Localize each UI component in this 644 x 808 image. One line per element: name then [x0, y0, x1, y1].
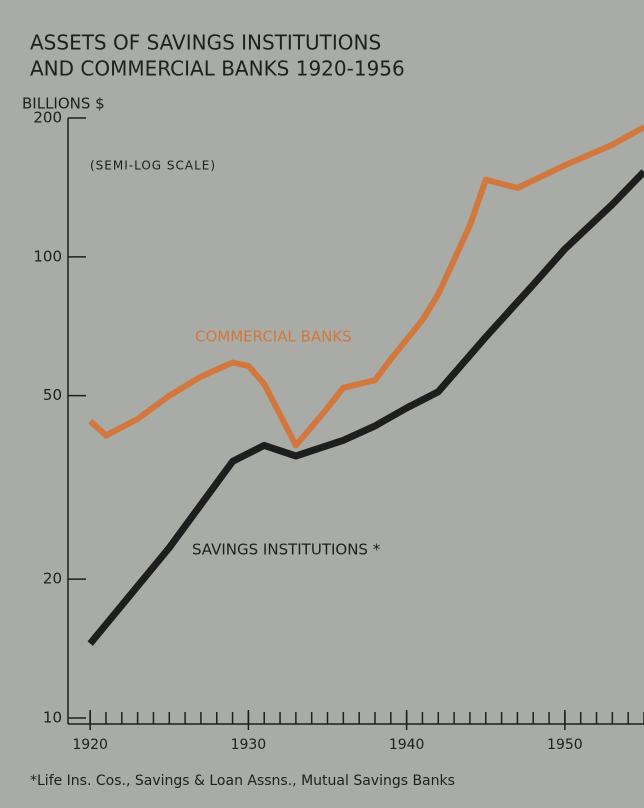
y-tick-label: 200 — [33, 109, 62, 127]
x-tick-label: 1940 — [389, 737, 425, 753]
y-tick-label: 20 — [43, 570, 62, 588]
x-tick-label: 1930 — [231, 737, 267, 753]
series-label: SAVINGS INSTITUTIONS * — [192, 541, 381, 559]
annotation: (SEMI-LOG SCALE) — [90, 159, 216, 173]
y-axis-label: BILLIONS $ — [22, 95, 105, 113]
series-label: COMMERCIAL BANKS — [195, 328, 352, 346]
x-tick-label: 1950 — [547, 737, 583, 753]
y-tick-label: 50 — [43, 386, 62, 404]
y-tick-label: 100 — [33, 247, 62, 265]
series-line — [87, 169, 644, 646]
chart-title: AND COMMERCIAL BANKS 1920-1956 — [30, 57, 405, 81]
chart-title: ASSETS OF SAVINGS INSTITUTIONS — [30, 31, 381, 55]
footnote: *Life Ins. Cos., Savings & Loan Assns., … — [30, 773, 455, 789]
series-line — [88, 124, 644, 449]
y-tick-label: 10 — [43, 709, 62, 727]
x-tick-label: 1920 — [72, 737, 108, 753]
